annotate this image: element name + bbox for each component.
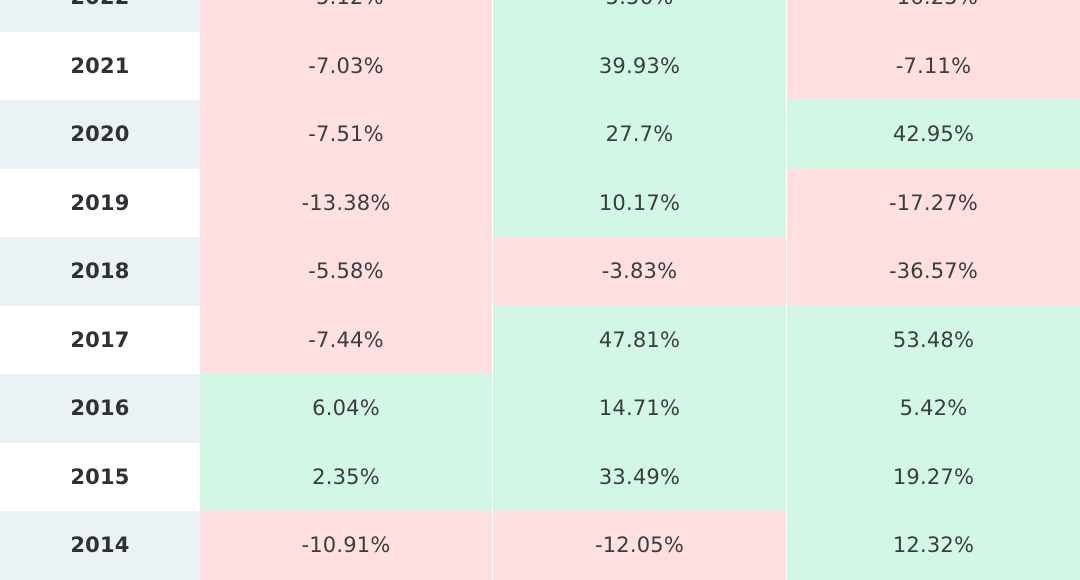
value-cell: 5.56%	[492, 0, 786, 32]
value-cell: -17.27%	[786, 168, 1080, 237]
value-cell: -36.57%	[786, 237, 1080, 306]
year-cell: 2020	[0, 100, 200, 169]
value-cell: 14.71%	[492, 374, 786, 443]
value-cell: 42.95%	[786, 100, 1080, 169]
value-cell: -7.51%	[200, 100, 492, 169]
value-cell: -7.44%	[200, 305, 492, 374]
value-cell: 19.27%	[786, 442, 1080, 511]
value-cell: 6.04%	[200, 374, 492, 443]
value-cell: -10.91%	[200, 511, 492, 580]
value-cell: -13.38%	[200, 168, 492, 237]
table-row: 2016 6.04% 14.71% 5.42%	[0, 374, 1080, 443]
value-cell: 2.35%	[200, 442, 492, 511]
value-cell: -16.25%	[786, 0, 1080, 32]
table-row: 2014 -10.91% -12.05% 12.32%	[0, 511, 1080, 580]
table-row: 2021 -7.03% 39.93% -7.11%	[0, 31, 1080, 100]
table-row: 2018 -5.58% -3.83% -36.57%	[0, 237, 1080, 306]
value-cell: 5.42%	[786, 374, 1080, 443]
table-row: 2020 -7.51% 27.7% 42.95%	[0, 100, 1080, 169]
value-cell: -12.05%	[492, 511, 786, 580]
year-cell: 2021	[0, 31, 200, 100]
value-cell: -5.12%	[200, 0, 492, 32]
value-cell: 12.32%	[786, 511, 1080, 580]
table-row: 2019 -13.38% 10.17% -17.27%	[0, 168, 1080, 237]
value-cell: 39.93%	[492, 31, 786, 100]
value-cell: -7.11%	[786, 31, 1080, 100]
year-cell: 2017	[0, 305, 200, 374]
value-cell: 10.17%	[492, 168, 786, 237]
year-cell: 2016	[0, 374, 200, 443]
value-cell: -5.58%	[200, 237, 492, 306]
year-cell: 2018	[0, 237, 200, 306]
table-row: 2017 -7.44% 47.81% 53.48%	[0, 305, 1080, 374]
year-cell: 2014	[0, 511, 200, 580]
value-cell: 53.48%	[786, 305, 1080, 374]
table-row: 2015 2.35% 33.49% 19.27%	[0, 442, 1080, 511]
value-cell: 47.81%	[492, 305, 786, 374]
year-cell: 2022	[0, 0, 200, 32]
year-cell: 2015	[0, 442, 200, 511]
year-cell: 2019	[0, 168, 200, 237]
value-cell: 33.49%	[492, 442, 786, 511]
value-cell: -3.83%	[492, 237, 786, 306]
table-row: 2022-5.12%5.56%-16.25%	[0, 0, 1080, 32]
value-cell: 27.7%	[492, 100, 786, 169]
value-cell: -7.03%	[200, 31, 492, 100]
